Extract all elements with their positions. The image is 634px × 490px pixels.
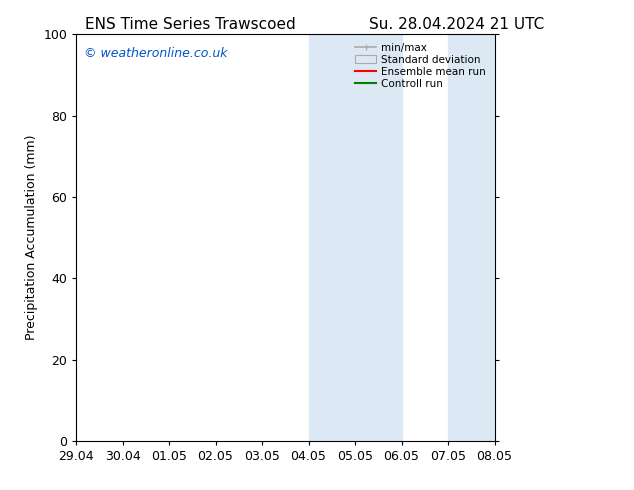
Text: © weatheronline.co.uk: © weatheronline.co.uk xyxy=(84,47,228,59)
Y-axis label: Precipitation Accumulation (mm): Precipitation Accumulation (mm) xyxy=(25,135,37,341)
Bar xyxy=(309,34,401,441)
Bar xyxy=(448,34,541,441)
Text: Su. 28.04.2024 21 UTC: Su. 28.04.2024 21 UTC xyxy=(369,17,544,32)
Text: ENS Time Series Trawscoed: ENS Time Series Trawscoed xyxy=(85,17,295,32)
Legend: min/max, Standard deviation, Ensemble mean run, Controll run: min/max, Standard deviation, Ensemble me… xyxy=(353,40,489,92)
